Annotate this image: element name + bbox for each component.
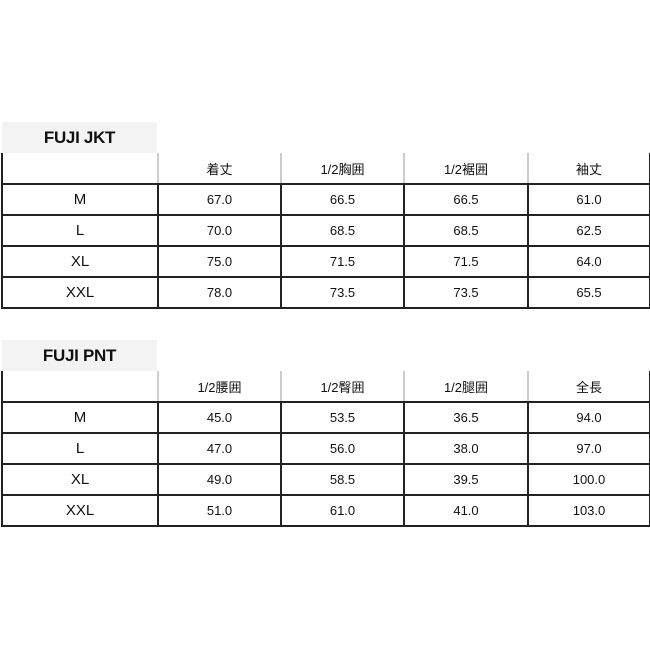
value-cell: 97.0	[527, 432, 650, 465]
value-cell: 51.0	[157, 494, 282, 527]
table-row: M 45.0 53.5 36.5 94.0	[1, 401, 650, 434]
table-row: XXL 78.0 73.5 73.5 65.5	[1, 276, 650, 309]
value-cell: 66.5	[280, 183, 405, 216]
pnt-title: FUJI PNT	[2, 340, 157, 371]
value-cell: 71.5	[403, 245, 529, 278]
table-row: L 70.0 68.5 68.5 62.5	[1, 214, 650, 247]
header-cell: 全長	[527, 371, 650, 403]
value-cell: 65.5	[527, 276, 650, 309]
value-cell: 64.0	[527, 245, 650, 278]
value-cell: 67.0	[157, 183, 282, 216]
jkt-title: FUJI JKT	[2, 122, 157, 153]
header-cell: 1/2胸囲	[280, 153, 405, 185]
value-cell: 56.0	[280, 432, 405, 465]
value-cell: 58.5	[280, 463, 405, 496]
value-cell: 103.0	[527, 494, 650, 527]
size-cell: XL	[1, 245, 159, 278]
header-cell: 1/2臀囲	[280, 371, 405, 403]
size-cell: XL	[1, 463, 159, 496]
value-cell: 66.5	[403, 183, 529, 216]
value-cell: 41.0	[403, 494, 529, 527]
value-cell: 68.5	[280, 214, 405, 247]
size-cell: L	[1, 214, 159, 247]
table-row: XL 75.0 71.5 71.5 64.0	[1, 245, 650, 278]
value-cell: 100.0	[527, 463, 650, 496]
header-cell: 1/2裾囲	[403, 153, 529, 185]
value-cell: 73.5	[403, 276, 529, 309]
size-cell: XXL	[1, 494, 159, 527]
value-cell: 49.0	[157, 463, 282, 496]
header-cell	[1, 153, 159, 185]
table-row: XXL 51.0 61.0 41.0 103.0	[1, 494, 650, 527]
size-cell: XXL	[1, 276, 159, 309]
size-cell: L	[1, 432, 159, 465]
value-cell: 62.5	[527, 214, 650, 247]
value-cell: 36.5	[403, 401, 529, 434]
table-row: L 47.0 56.0 38.0 97.0	[1, 432, 650, 465]
value-cell: 39.5	[403, 463, 529, 496]
jkt-size-table: 着丈 1/2胸囲 1/2裾囲 袖丈 M 67.0 66.5 66.5 61.0 L 70.…	[1, 153, 650, 309]
header-cell: 1/2腿囲	[403, 371, 529, 403]
header-cell: 袖丈	[527, 153, 650, 185]
value-cell: 73.5	[280, 276, 405, 309]
table-row: XL 49.0 58.5 39.5 100.0	[1, 463, 650, 496]
value-cell: 45.0	[157, 401, 282, 434]
value-cell: 47.0	[157, 432, 282, 465]
pnt-size-table: 1/2腰囲 1/2臀囲 1/2腿囲 全長 M 45.0 53.5 36.5 94.0 L…	[1, 371, 650, 527]
header-cell: 着丈	[157, 153, 282, 185]
value-cell: 68.5	[403, 214, 529, 247]
value-cell: 38.0	[403, 432, 529, 465]
header-cell	[1, 371, 159, 403]
table-row: M 67.0 66.5 66.5 61.0	[1, 183, 650, 216]
value-cell: 71.5	[280, 245, 405, 278]
header-cell: 1/2腰囲	[157, 371, 282, 403]
value-cell: 70.0	[157, 214, 282, 247]
value-cell: 78.0	[157, 276, 282, 309]
table-header-row: 着丈 1/2胸囲 1/2裾囲 袖丈	[1, 153, 650, 185]
value-cell: 75.0	[157, 245, 282, 278]
value-cell: 61.0	[280, 494, 405, 527]
value-cell: 53.5	[280, 401, 405, 434]
value-cell: 94.0	[527, 401, 650, 434]
value-cell: 61.0	[527, 183, 650, 216]
table-header-row: 1/2腰囲 1/2臀囲 1/2腿囲 全長	[1, 371, 650, 403]
size-cell: M	[1, 183, 159, 216]
size-cell: M	[1, 401, 159, 434]
